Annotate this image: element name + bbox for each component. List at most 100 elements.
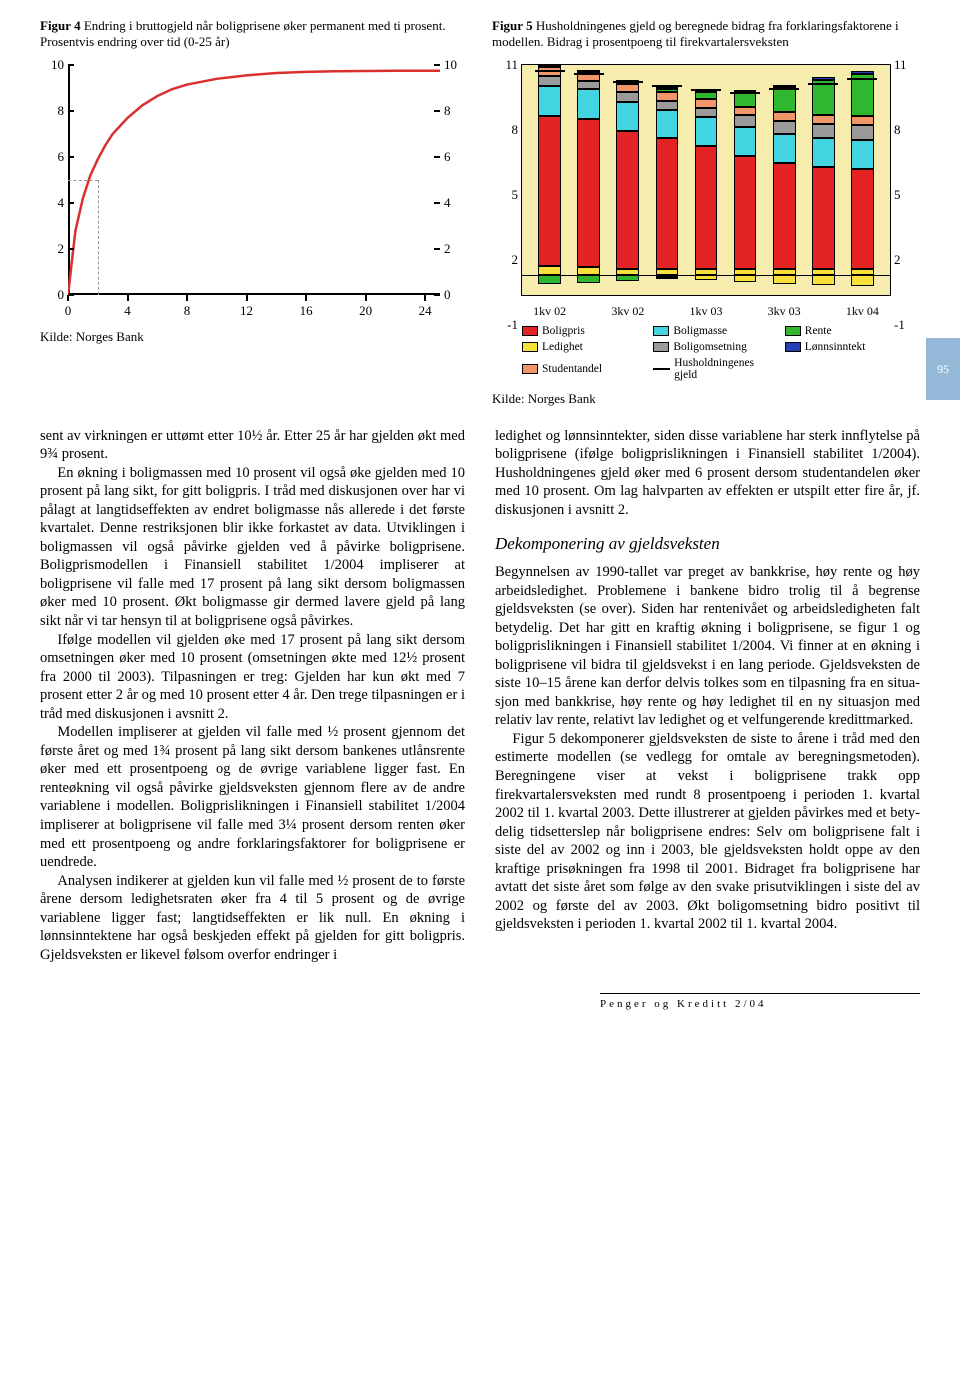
body-paragraph: Ifølge modellen vil gjelden øke med 17 p…: [40, 631, 465, 724]
figure-5-bar-Boligomsetning: [695, 108, 718, 118]
section-heading: Dekomponering av gjeldsveksten: [495, 533, 920, 555]
figure-5-xtick: 1kv 04: [846, 304, 879, 319]
figure-4-xtick: 0: [65, 303, 72, 319]
figure-4-xtick: 4: [124, 303, 131, 319]
figure-5-bar-Boligpris: [656, 138, 679, 268]
figure-5-bar-neg-Ledighet: [851, 275, 874, 286]
figure-5-ytick: -1: [894, 317, 920, 333]
figure-5-legend-item: Boligmasse: [653, 325, 772, 337]
figure-5-line-marker: [535, 70, 565, 72]
figure-4-ytick: 2: [444, 241, 468, 257]
figure-5-title-bold: Figur 5: [492, 18, 533, 33]
figure-4-ytick: 6: [444, 149, 468, 165]
figure-5-bar-neg-Rente: [538, 275, 561, 284]
figure-5-legend-item: Boligomsetning: [653, 341, 772, 353]
figure-5-line-marker: [613, 81, 643, 83]
figure-5-line-marker: [847, 78, 877, 80]
figure-5-xtick: 3kv 02: [611, 304, 644, 319]
figure-4-title: Figur 4 Endring i bruttogjeld når boligp…: [40, 18, 468, 51]
figure-5-bar-Boligmasse: [851, 140, 874, 169]
figure-5-bar-neg-Ledighet: [773, 275, 796, 284]
figure-4: Figur 4 Endring i bruttogjeld når boligp…: [40, 18, 468, 407]
figure-5-bar-Rente: [695, 92, 718, 99]
figure-5-legend-item: Lønnsinntekt: [785, 341, 904, 353]
body-column-left: sent av virkningen er uttømt etter 10½ å…: [40, 427, 465, 965]
figure-5-legend-item: Boligpris: [522, 325, 641, 337]
figure-5-title: Figur 5 Husholdningenes gjeld og beregne…: [492, 18, 920, 51]
figure-5-bar-Ledighet: [812, 269, 835, 276]
figure-5-ytick: 5: [894, 187, 920, 203]
page-number-badge: 95: [926, 338, 960, 400]
figure-5-bar-Boligomsetning: [577, 81, 600, 90]
figure-5-line-marker: [691, 89, 721, 91]
figure-4-xtick: 20: [359, 303, 372, 319]
figure-4-ytick: 4: [444, 195, 468, 211]
figure-5-bar-neg-Rente: [577, 275, 600, 283]
figure-4-ytick: 10: [444, 57, 468, 73]
figure-5-line-marker: [574, 73, 604, 75]
body-paragraph: ledighet og lønnsinntekter, siden disse …: [495, 427, 920, 520]
figure-5-bar-Boligomsetning: [812, 124, 835, 138]
figure-5-bar-Studentandel: [773, 112, 796, 121]
figure-5-bar-neg-Ledighet: [812, 275, 835, 285]
figure-4-ytick: 10: [40, 57, 64, 73]
footer-text: Penger og Kreditt 2/04: [600, 998, 767, 1010]
figure-5-line-marker: [652, 85, 682, 87]
figure-5-line-marker: [730, 92, 760, 94]
figure-5-bar-Studentandel: [616, 84, 639, 93]
figure-4-ytick: 2: [40, 241, 64, 257]
body-text: sent av virkningen er uttømt etter 10½ å…: [40, 427, 920, 965]
figure-5-bar-Boligpris: [695, 146, 718, 269]
figure-5-bar-Boligmasse: [734, 127, 757, 156]
figure-5-ytick: 2: [894, 252, 920, 268]
figure-5-bar-Rente: [812, 80, 835, 115]
figure-5-bar-Ledighet: [734, 269, 757, 276]
figure-4-xtick: 12: [240, 303, 253, 319]
figure-5-chart: -1-122558811111kv 023kv 021kv 033kv 031k…: [492, 59, 920, 319]
figure-5-bar-Ledighet: [616, 269, 639, 276]
figure-5-ytick: 5: [492, 187, 518, 203]
figure-5-bar-Boligmasse: [812, 138, 835, 167]
page-footer: Penger og Kreditt 2/04: [600, 993, 920, 1010]
figure-5-bar-Boligmasse: [656, 110, 679, 139]
figure-5-bar-neg-Rente: [616, 275, 639, 281]
figure-4-ytick: 8: [40, 103, 64, 119]
figure-4-ytick: 4: [40, 195, 64, 211]
figure-5-bar-Boligpris: [577, 119, 600, 267]
figure-5-xtick: 3kv 03: [768, 304, 801, 319]
figure-5-bar-Ledighet: [851, 269, 874, 276]
figure-4-xtick: 8: [184, 303, 191, 319]
figure-5-legend-item: Rente: [785, 325, 904, 337]
figure-5-legend-item: Husholdningenes gjeld: [653, 357, 772, 381]
figure-5-bar-Boligmasse: [616, 102, 639, 131]
figure-5-title-rest: Husholdningenes gjeld og beregnede bidra…: [492, 18, 899, 49]
figure-5-bar-Ledighet: [577, 267, 600, 276]
figure-5-line-marker: [769, 88, 799, 90]
figure-5-bar-Lonnsinntekt: [577, 70, 600, 72]
figure-5-legend: BoligprisBoligmasseRenteLedighetBoligoms…: [492, 325, 920, 381]
figure-5-bar-Rente: [734, 92, 757, 106]
figure-5-bar-Ledighet: [656, 269, 679, 276]
figure-5-bar-Rente: [851, 74, 874, 116]
figure-5-ytick: 8: [492, 122, 518, 138]
figure-5-bar-neg-Ledighet: [656, 277, 679, 279]
figure-4-ytick: 0: [444, 287, 468, 303]
body-paragraph: Begynnelsen av 1990-tallet var preget av…: [495, 563, 920, 730]
figure-5-legend-item: Studentandel: [522, 357, 641, 381]
figure-5-bar-Boligomsetning: [656, 101, 679, 110]
figure-5-bar-Boligomsetning: [538, 76, 561, 86]
figure-5-bar-Boligpris: [851, 169, 874, 269]
figure-5-bar-Boligpris: [616, 131, 639, 269]
figure-5-bar-Boligpris: [734, 156, 757, 269]
figure-4-title-rest: Endring i bruttogjeld når boligprisene ø…: [40, 18, 446, 49]
figure-4-ytick: 6: [40, 149, 64, 165]
figure-5-bar-Ledighet: [695, 269, 718, 276]
figure-5-bar-Rente: [773, 87, 796, 113]
figure-5-bar-Boligmasse: [538, 86, 561, 117]
figure-5-bar-Studentandel: [734, 107, 757, 116]
figure-5-bar-Studentandel: [851, 116, 874, 125]
figure-4-source: Kilde: Norges Bank: [40, 329, 468, 345]
figure-5-bar-neg-Ledighet: [734, 275, 757, 282]
figure-5-bar-Rente: [656, 89, 679, 92]
figure-5-bar-Boligomsetning: [734, 115, 757, 127]
